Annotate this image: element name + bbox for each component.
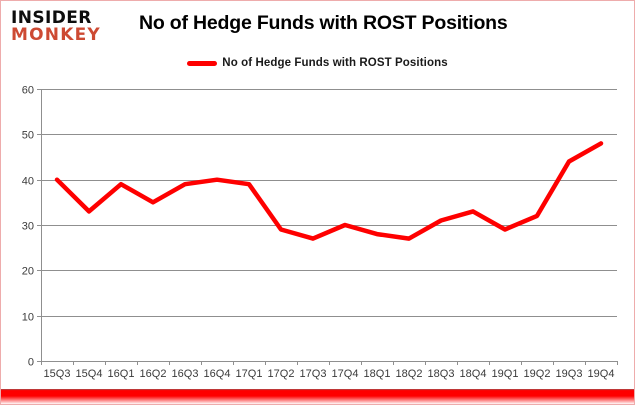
- y-axis-label: 10: [22, 312, 34, 324]
- x-axis-label: 19Q3: [556, 368, 583, 380]
- y-axis-label: 20: [22, 266, 34, 278]
- x-axis-label: 16Q3: [172, 368, 199, 380]
- x-axis-label: 17Q1: [236, 368, 263, 380]
- x-axis-label: 16Q2: [140, 368, 167, 380]
- x-axis-label: 18Q2: [396, 368, 423, 380]
- x-axis-label: 19Q2: [524, 368, 551, 380]
- x-axis-label: 18Q3: [428, 368, 455, 380]
- series-line: [54, 141, 604, 241]
- x-axis-label: 18Q1: [364, 368, 391, 380]
- y-axis-label: 50: [22, 130, 34, 142]
- page-title: No of Hedge Funds with ROST Positions: [139, 12, 508, 34]
- bottom-red-divider: [1, 389, 634, 404]
- legend-label: No of Hedge Funds with ROST Positions: [222, 57, 448, 69]
- x-axis-label: 17Q2: [268, 368, 295, 380]
- x-axis-label: 15Q4: [76, 368, 103, 380]
- x-axis-label: 16Q1: [108, 368, 135, 380]
- chart-legend: No of Hedge Funds with ROST Positions: [1, 57, 634, 69]
- x-axis-label: 16Q4: [204, 368, 231, 380]
- x-axis-label: 17Q4: [332, 368, 359, 380]
- x-axis-label: 19Q4: [588, 368, 615, 380]
- series-line-swatch: [187, 60, 218, 66]
- y-axis-label: 0: [28, 357, 34, 369]
- insider-monkey-logo: INSIDER MONKEY: [11, 8, 101, 46]
- x-axis-label: 19Q1: [492, 368, 519, 380]
- x-axis-label: 15Q3: [44, 368, 71, 380]
- y-axis-label: 60: [22, 85, 34, 97]
- logo-insider-text: INSIDER: [11, 8, 92, 28]
- x-axis-label: 17Q3: [300, 368, 327, 380]
- x-axis-label: 18Q4: [460, 368, 487, 380]
- y-axis-label: 40: [22, 176, 34, 188]
- y-axis-label: 30: [22, 221, 34, 233]
- logo-monkey-text: MONKEY: [11, 25, 101, 46]
